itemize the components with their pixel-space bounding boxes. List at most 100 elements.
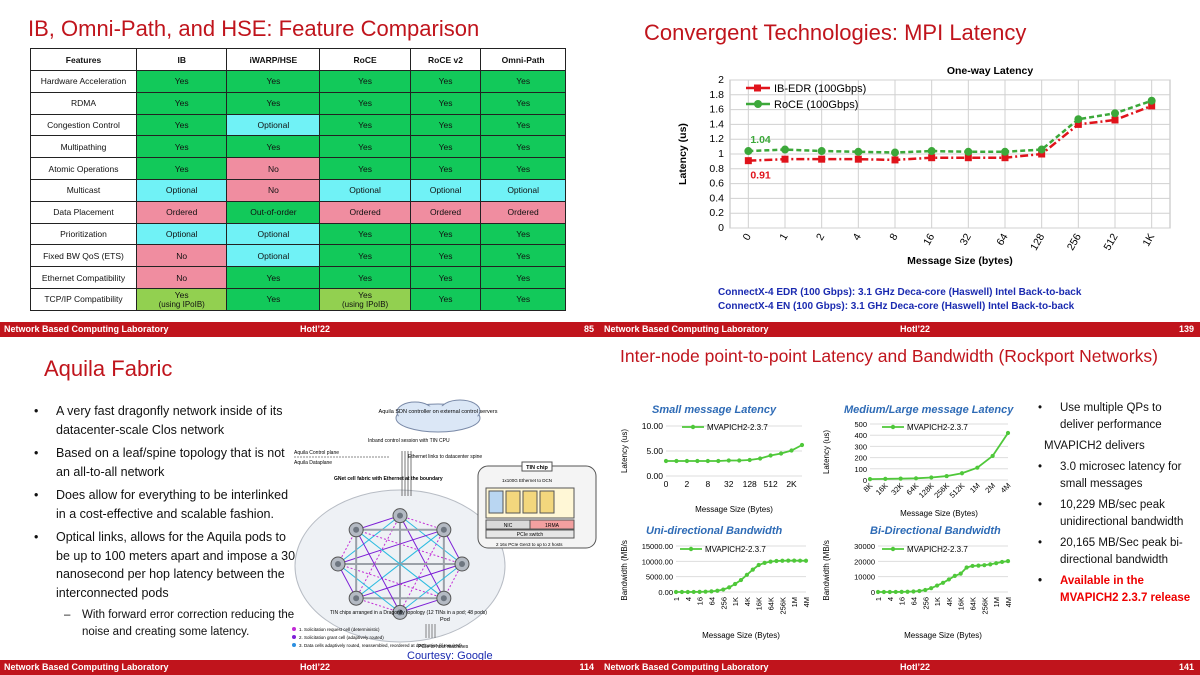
x-tick-label: 1M xyxy=(790,597,799,607)
x-axis-label: Message Size (Bytes) xyxy=(702,631,780,640)
y-tick-label: 10.00 xyxy=(642,421,664,431)
data-point xyxy=(663,458,669,464)
table-cell: Yes xyxy=(480,135,566,159)
table-cell: Ordered xyxy=(319,200,411,224)
table-header-cell: Omni-Path xyxy=(480,48,566,71)
table-cell: Optional xyxy=(226,113,321,137)
x-tick-label: 128 xyxy=(743,479,757,489)
data-point xyxy=(774,558,779,564)
data-point xyxy=(673,589,679,595)
slide-title: Aquila Fabric xyxy=(44,356,173,381)
y-tick-label: 500 xyxy=(854,420,867,429)
cell-value: Yes xyxy=(266,76,281,87)
footer-conference: HotI’22 xyxy=(900,662,931,672)
cell-value: Yes xyxy=(516,76,531,87)
data-point xyxy=(928,154,936,162)
feature-name-cell: Congestion Control xyxy=(30,113,137,137)
data-point xyxy=(887,589,892,595)
x-tick-label: 32 xyxy=(958,231,974,247)
cell-value: Yes xyxy=(174,163,189,174)
table-row: Atomic Operations Yes No Yes Yes Yes xyxy=(30,157,566,180)
x-tick-label: 64K xyxy=(969,597,978,610)
bullet-item: Based on a leaf/spine topology that is n… xyxy=(34,444,296,481)
y-tick-label: 400 xyxy=(854,431,867,440)
table-cell: Ordered xyxy=(480,200,566,224)
legend-marker xyxy=(890,424,896,430)
table-cell: Ordered xyxy=(409,200,482,224)
x-tick-label: 512 xyxy=(764,479,778,489)
data-point xyxy=(768,559,773,564)
data-point xyxy=(854,155,862,163)
data-point xyxy=(944,473,949,479)
feature-name-cell: Multicast xyxy=(30,178,137,202)
data-point xyxy=(964,147,973,156)
data-point xyxy=(891,148,899,157)
cell-value: Yes xyxy=(358,250,373,261)
cell-value: Yes xyxy=(516,141,531,152)
data-point xyxy=(1074,115,1083,124)
data-point xyxy=(988,562,993,567)
feature-name-cell: Atomic Operations xyxy=(30,157,137,180)
table-row: TCP/IP Compatibility Yes (using IPoIB) Yes Y… xyxy=(30,287,566,311)
data-point xyxy=(727,585,732,590)
bullet-item: A very fast dragonfly network inside of … xyxy=(34,402,296,439)
table-row: RDMA Yes Yes Yes Yes Yes xyxy=(30,91,566,115)
table-cell: Yes xyxy=(319,244,411,268)
data-point xyxy=(970,563,975,569)
data-point xyxy=(1148,102,1156,110)
bullet-item: Does allow for everything to be interlin… xyxy=(34,486,296,523)
y-tick-label: 2 xyxy=(718,74,724,86)
feature-name-cell: Multipathing xyxy=(30,135,137,159)
eth-links-label: Ethernet links to datacenter spine xyxy=(408,454,482,460)
table-cell: Yes xyxy=(319,113,411,137)
x-tick-label: 4 xyxy=(886,597,895,601)
table-cell: Yes xyxy=(480,157,566,180)
chart-title-uni-bandwidth: Uni-directional Bandwidth xyxy=(646,525,783,537)
cell-value: Optional xyxy=(507,185,539,196)
data-point xyxy=(792,558,797,563)
courtesy-link[interactable]: Google xyxy=(457,650,493,662)
slide-mpi-latency: Convergent Technologies: MPI Latency 0 0.… xyxy=(600,0,1200,337)
data-point xyxy=(940,580,946,585)
gnet-label: GNet cell fabric with Ethernet at the bo… xyxy=(334,476,443,482)
table-cell: Yes xyxy=(319,222,411,246)
cell-value: Yes xyxy=(438,294,453,305)
series-line xyxy=(748,104,1153,162)
cell-value: Ordered xyxy=(349,207,381,218)
data-point xyxy=(726,458,731,463)
mesh-link xyxy=(355,529,445,599)
y-tick-label: 10000.00 xyxy=(642,557,673,566)
data-point xyxy=(703,589,708,594)
table-header-cell: Features xyxy=(30,48,137,71)
data-point xyxy=(716,458,721,464)
cell-value: Yes xyxy=(358,76,373,87)
y-tick-label: 15000.00 xyxy=(642,542,673,551)
footer-lab: Network Based Computing Laboratory xyxy=(604,662,769,672)
cell-value: Yes xyxy=(358,119,373,130)
table-row: Fixed BW QoS (ETS) No Optional Yes Yes Yes xyxy=(30,244,566,268)
data-point xyxy=(1147,96,1156,105)
chart-title-medium-large-latency: Medium/Large message Latency xyxy=(844,404,1014,416)
x-tick-label: 0 xyxy=(664,479,669,489)
x-tick-label: 16K xyxy=(957,597,966,610)
data-point xyxy=(891,156,899,164)
sdn-controller-cloud xyxy=(395,399,481,433)
data-point xyxy=(674,458,679,464)
table-row: Multipathing Yes Yes Yes Yes Yes xyxy=(30,135,566,159)
data-point xyxy=(994,561,999,566)
diagram-legend: 1. Solicitation request cell (determinis… xyxy=(292,627,462,648)
cell-value: Yes xyxy=(174,119,189,130)
table-cell: Yes xyxy=(319,91,411,115)
y-tick-label: 0 xyxy=(871,588,875,597)
x-tick-label: 8 xyxy=(887,231,900,242)
y-tick-label: 200 xyxy=(854,454,867,463)
footer-lab: Network Based Computing Laboratory xyxy=(4,324,169,334)
y-tick-label: 0.6 xyxy=(709,178,724,190)
x-tick-label: 4K xyxy=(945,597,954,606)
y-tick-label: 0.00 xyxy=(658,588,673,597)
data-point xyxy=(1111,116,1119,124)
x-tick-label: 1K xyxy=(731,597,740,606)
data-point xyxy=(1111,109,1119,118)
table-cell: Yes xyxy=(409,287,482,311)
legend-label: MVAPICH2-2.3.7 xyxy=(707,423,768,432)
